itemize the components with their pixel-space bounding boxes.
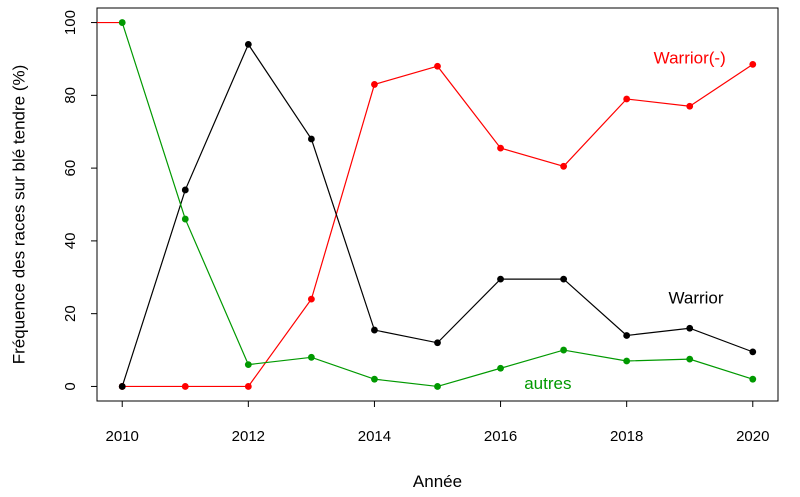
plot-frame	[96, 7, 779, 402]
data-point	[749, 375, 757, 383]
data-point	[434, 339, 441, 347]
x-tick-label: 2010	[106, 428, 139, 445]
data-point	[623, 357, 631, 365]
data-point	[244, 383, 252, 390]
y-tick-label: 40	[62, 233, 79, 250]
series-lines	[97, 21, 754, 388]
x-tick-label: 2020	[736, 428, 769, 445]
data-point	[560, 275, 568, 283]
data-point	[244, 40, 252, 48]
x-tick-label: 2016	[484, 428, 517, 445]
data-point	[497, 275, 504, 283]
data-point	[686, 102, 694, 110]
data-point	[118, 383, 126, 390]
data-point	[307, 353, 315, 361]
y-tick-label: 20	[62, 305, 79, 322]
y-tick-label: 80	[62, 87, 79, 104]
data-point	[118, 19, 126, 26]
data-point	[371, 326, 378, 334]
series-label: Warrior(-)	[654, 48, 726, 67]
data-point	[749, 348, 757, 356]
data-point	[560, 346, 568, 354]
data-point	[497, 144, 504, 152]
data-point	[623, 95, 631, 103]
x-tick-label: 2018	[610, 428, 643, 445]
data-point	[181, 383, 189, 390]
y-tick-label: 0	[62, 382, 79, 390]
data-point	[497, 364, 504, 372]
data-point	[686, 355, 694, 363]
axes: 2010 2012 2014 2016 2018 2020 0 20 40 60 80 100	[62, 10, 769, 445]
data-point	[623, 332, 631, 339]
data-point	[434, 383, 441, 390]
data-point	[371, 375, 378, 383]
data-point	[307, 295, 315, 303]
series-label: Warrior	[668, 289, 723, 308]
y-axis-title: Fréquence des races sur blé tendre (%)	[9, 65, 28, 365]
data-point	[560, 162, 568, 170]
data-point	[307, 135, 315, 143]
y-tick-label: 60	[62, 160, 79, 177]
data-point	[434, 62, 441, 70]
series-points	[118, 19, 757, 390]
x-tick-label: 2012	[232, 428, 265, 445]
data-point	[749, 61, 757, 68]
series-labels: Warrior(-) Warrior autres	[524, 48, 726, 393]
series-line-1	[121, 43, 753, 387]
series-line-0	[122, 63, 754, 388]
series-label: autres	[524, 374, 571, 393]
data-point	[371, 81, 378, 88]
x-tick-label: 2014	[358, 428, 391, 445]
data-point	[181, 186, 189, 194]
x-axis-title: Année	[413, 472, 462, 491]
y-tick-label: 100	[62, 10, 79, 35]
data-point	[686, 324, 694, 332]
data-point	[244, 361, 252, 369]
data-point	[181, 215, 189, 223]
